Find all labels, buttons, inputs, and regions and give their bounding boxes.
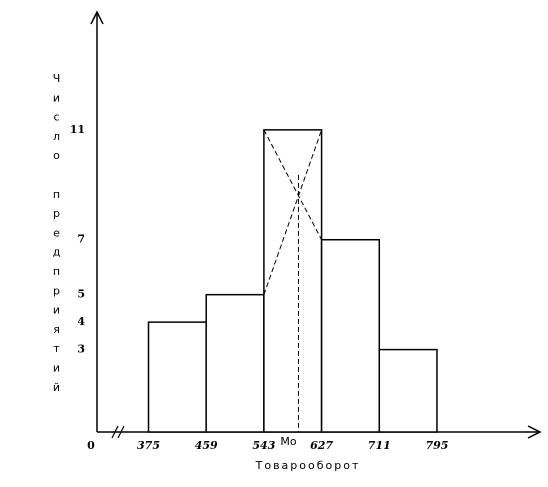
y-tick-label: 5 [77,288,85,301]
bar [320,238,381,433]
bar [205,293,265,433]
origin-label: 0 [87,439,95,452]
x-tick-label: 543 [252,439,275,452]
axis-break [111,425,119,439]
mode-label: Мо [280,435,296,448]
y-axis-label: Число предприятий [50,72,63,401]
bar [147,321,207,433]
y-tick-label: 7 [77,233,85,246]
y-tick-label: 3 [77,343,85,356]
bar [378,348,438,433]
x-tick-label: 459 [195,439,218,452]
y-axis-arrow [90,10,104,25]
x-axis-arrow [527,425,542,439]
y-tick-label: 4 [77,315,85,328]
y-tick-label: 11 [70,123,85,136]
mode-construction-line [263,129,323,240]
x-tick-label: 795 [425,439,448,452]
x-axis-label: Товарооборот [255,459,361,472]
mode-construction-line [263,129,323,295]
x-tick-label: 627 [310,439,333,452]
x-tick-label: 711 [368,439,391,452]
axis-break [117,425,125,439]
x-tick-label: 375 [137,439,160,452]
bar [263,129,323,433]
